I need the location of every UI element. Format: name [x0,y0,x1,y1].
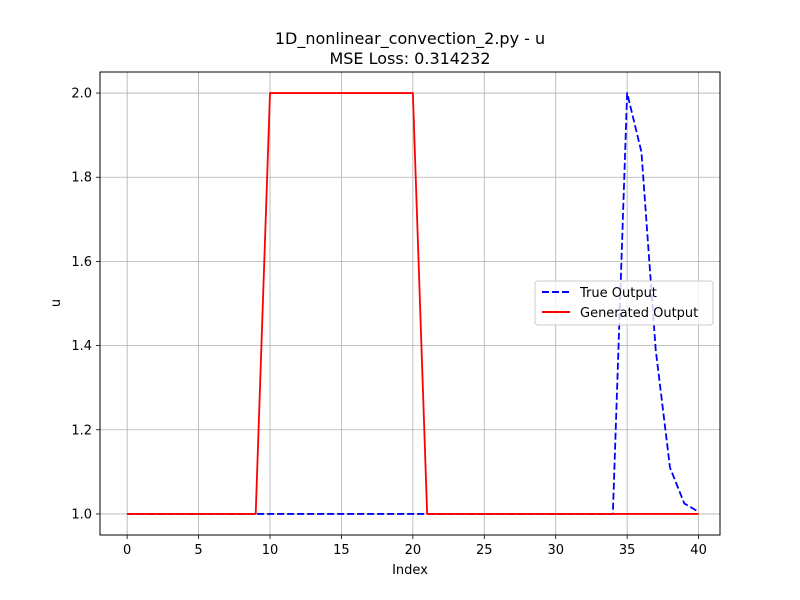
x-tick-label: 15 [333,543,350,558]
y-tick-label: 1.6 [71,255,92,270]
y-axis-label: u [49,299,64,307]
x-tick-label: 20 [405,543,422,558]
x-tick-label: 35 [619,543,636,558]
y-tick-label: 1.0 [71,507,92,522]
series-line-generated-output [127,92,699,515]
legend-box [534,280,714,326]
x-tick-label: 30 [547,543,564,558]
legend-label-generated: Generated Output [580,306,698,321]
x-tick-label: 5 [194,543,202,558]
legend-label-true: True Output [579,286,657,301]
x-tick-label: 40 [690,543,707,558]
y-tick-label: 1.8 [71,171,92,186]
x-axis-label: Index [392,563,428,578]
axes-frame [99,71,721,536]
y-tick-label: 2.0 [71,87,92,102]
legend: True Output Generated Output [534,280,714,326]
x-tick-label: 25 [476,543,493,558]
x-tick-label: 0 [123,543,131,558]
x-tick-label: 10 [262,543,279,558]
y-tick-label: 1.4 [71,339,92,354]
grid [100,72,720,535]
chart-subtitle: MSE Loss: 0.314232 [329,49,490,68]
chart-title: 1D_nonlinear_convection_2.py - u [275,29,545,49]
y-tick-label: 1.2 [71,423,92,438]
axes: 0 5 10 15 20 25 30 35 40 1.0 1.2 1.4 1.6 1.8 2.0 [71,71,721,558]
plot-area [127,92,700,515]
